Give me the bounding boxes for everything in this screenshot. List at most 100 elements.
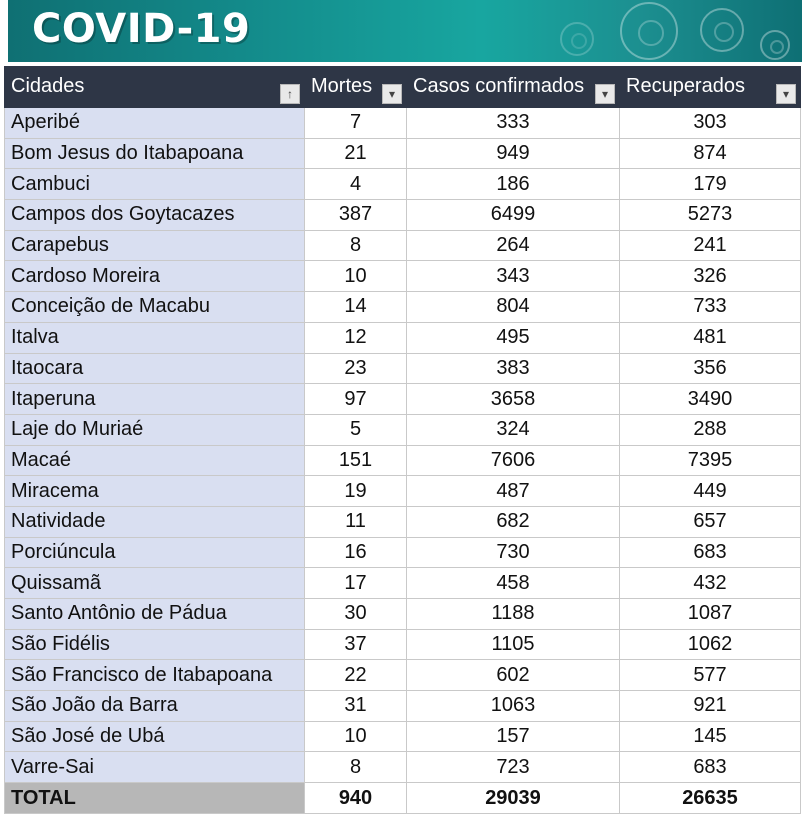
cell-deaths: 17 [304, 567, 407, 599]
cell-confirmed: 1188 [406, 598, 620, 630]
table-row: Macaé 151 7606 7395 [4, 444, 801, 477]
cell-city: Campos dos Goytacazes [4, 199, 305, 231]
cell-city: Conceição de Macabu [4, 291, 305, 323]
total-label: TOTAL [4, 782, 305, 814]
cell-deaths: 11 [304, 505, 407, 538]
covid-table: Cidades ↑ Mortes ▾ Casos confirmados ▾ R… [4, 66, 801, 814]
cell-deaths: 151 [304, 444, 407, 477]
cell-recovered: 7395 [619, 444, 801, 477]
cell-recovered: 326 [619, 260, 801, 293]
cell-city: Itaocara [4, 352, 305, 385]
cell-recovered: 241 [619, 229, 801, 262]
header-label: Mortes [311, 75, 373, 98]
virus-icon [760, 30, 790, 60]
cell-confirmed: 495 [406, 321, 620, 354]
cell-recovered: 449 [619, 475, 801, 507]
sort-ascending-icon[interactable]: ↑ [280, 84, 300, 104]
cell-deaths: 37 [304, 628, 407, 661]
table-row: Natividade 11 682 657 [4, 505, 801, 538]
cell-recovered: 733 [619, 291, 801, 323]
cell-recovered: 657 [619, 505, 801, 538]
cell-recovered: 1062 [619, 628, 801, 661]
cell-deaths: 10 [304, 720, 407, 753]
cell-confirmed: 3658 [406, 383, 620, 415]
table-row: Porciúncula 16 730 683 [4, 536, 801, 569]
cell-deaths: 19 [304, 475, 407, 507]
cell-recovered: 874 [619, 137, 801, 170]
cell-recovered: 3490 [619, 383, 801, 415]
cell-confirmed: 602 [406, 659, 620, 692]
cell-city: Italva [4, 321, 305, 354]
header-label: Cidades [11, 75, 85, 98]
cell-city: Macaé [4, 444, 305, 477]
table-row: Carapebus 8 264 241 [4, 229, 801, 262]
table-row: Santo Antônio de Pádua 30 1188 1087 [4, 598, 801, 630]
cell-city: Itaperuna [4, 383, 305, 415]
table-header-row: Cidades ↑ Mortes ▾ Casos confirmados ▾ R… [4, 66, 801, 108]
table-row: São Fidélis 37 1105 1062 [4, 628, 801, 661]
cell-deaths: 30 [304, 598, 407, 630]
cell-confirmed: 324 [406, 413, 620, 446]
table-row: Cardoso Moreira 10 343 326 [4, 260, 801, 293]
banner-title: COVID-19 [32, 6, 251, 52]
cell-city: São José de Ubá [4, 720, 305, 753]
cell-city: São Francisco de Itabapoana [4, 659, 305, 692]
cell-city: Bom Jesus do Itabapoana [4, 137, 305, 170]
cell-recovered: 481 [619, 321, 801, 354]
filter-dropdown-icon[interactable]: ▾ [382, 84, 402, 104]
total-deaths: 940 [304, 782, 407, 814]
cell-confirmed: 1063 [406, 690, 620, 722]
header-casos-confirmados: Casos confirmados ▾ [406, 66, 620, 108]
table-row: Cambuci 4 186 179 [4, 168, 801, 201]
virus-icon [700, 8, 744, 52]
cell-confirmed: 949 [406, 137, 620, 170]
table-row: Italva 12 495 481 [4, 321, 801, 354]
cell-confirmed: 804 [406, 291, 620, 323]
virus-icon [620, 2, 678, 60]
cell-city: Varre-Sai [4, 751, 305, 784]
table-row: Itaperuna 97 3658 3490 [4, 383, 801, 415]
cell-city: Quissamã [4, 567, 305, 599]
cell-deaths: 387 [304, 199, 407, 231]
cell-recovered: 1087 [619, 598, 801, 630]
cell-deaths: 31 [304, 690, 407, 722]
cell-deaths: 8 [304, 751, 407, 784]
cell-confirmed: 333 [406, 107, 620, 139]
cell-recovered: 683 [619, 751, 801, 784]
cell-city: São Fidélis [4, 628, 305, 661]
total-recovered: 26635 [619, 782, 801, 814]
filter-dropdown-icon[interactable]: ▾ [776, 84, 796, 104]
table-row: Varre-Sai 8 723 683 [4, 751, 801, 784]
cell-deaths: 97 [304, 383, 407, 415]
cell-recovered: 145 [619, 720, 801, 753]
cell-confirmed: 186 [406, 168, 620, 201]
cell-confirmed: 487 [406, 475, 620, 507]
covid-banner: COVID-19 [0, 0, 802, 62]
header-mortes: Mortes ▾ [304, 66, 407, 108]
table-row: Campos dos Goytacazes 387 6499 5273 [4, 199, 801, 231]
cell-recovered: 921 [619, 690, 801, 722]
cell-city: Cambuci [4, 168, 305, 201]
filter-dropdown-icon[interactable]: ▾ [595, 84, 615, 104]
cell-city: Laje do Muriaé [4, 413, 305, 446]
cell-deaths: 12 [304, 321, 407, 354]
table-row: Aperibé 7 333 303 [4, 107, 801, 139]
cell-city: Miracema [4, 475, 305, 507]
table-row: Conceição de Macabu 14 804 733 [4, 291, 801, 323]
total-confirmed: 29039 [406, 782, 620, 814]
cell-deaths: 23 [304, 352, 407, 385]
cell-confirmed: 458 [406, 567, 620, 599]
cell-recovered: 303 [619, 107, 801, 139]
cell-confirmed: 383 [406, 352, 620, 385]
cell-recovered: 179 [619, 168, 801, 201]
cell-recovered: 356 [619, 352, 801, 385]
cell-deaths: 10 [304, 260, 407, 293]
table-row: São José de Ubá 10 157 145 [4, 720, 801, 753]
virus-icon [560, 22, 594, 56]
cell-deaths: 4 [304, 168, 407, 201]
cell-confirmed: 7606 [406, 444, 620, 477]
table-row: Quissamã 17 458 432 [4, 567, 801, 599]
cell-city: Natividade [4, 505, 305, 538]
cell-deaths: 21 [304, 137, 407, 170]
cell-city: Carapebus [4, 229, 305, 262]
